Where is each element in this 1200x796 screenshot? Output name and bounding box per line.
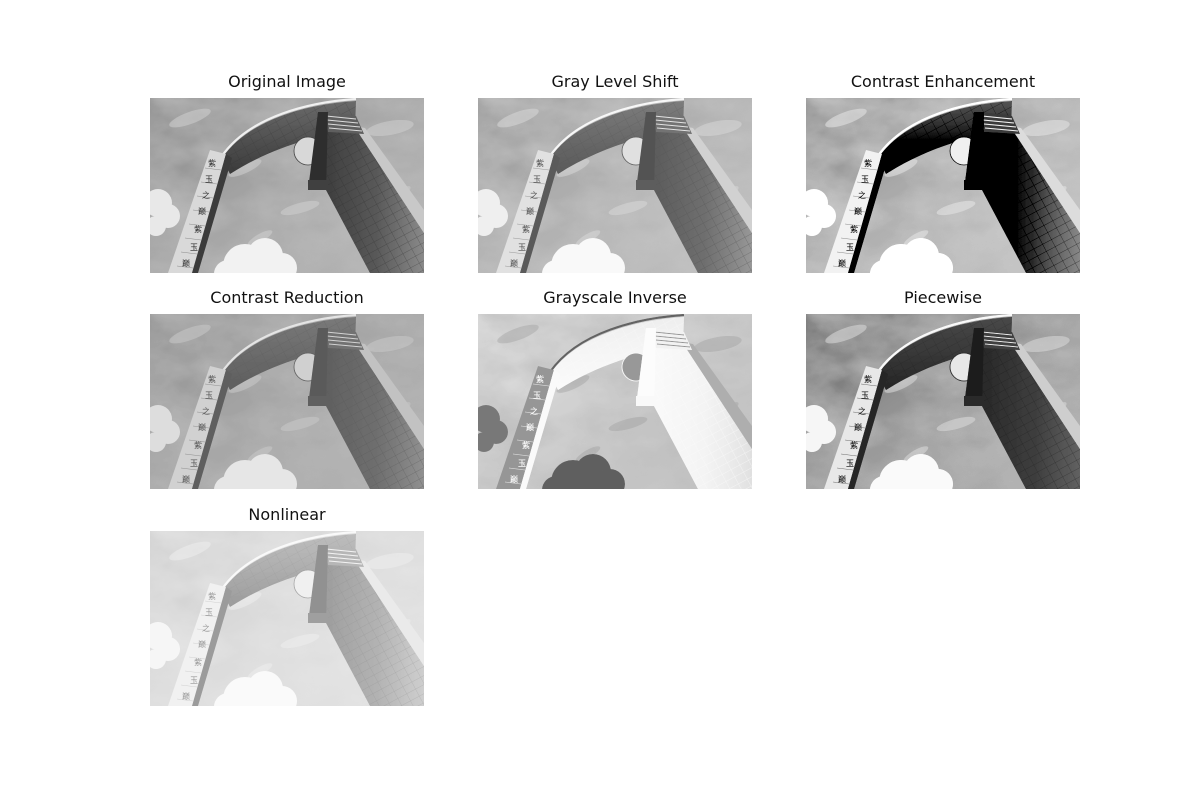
panel-title: Contrast Enhancement: [850, 72, 1036, 91]
panel-title: Nonlinear: [248, 505, 326, 524]
panel-title: Piecewise: [904, 288, 982, 307]
panel-title: Original Image: [228, 72, 346, 91]
building-arch-photo-original: [150, 98, 424, 273]
building-arch-photo-reduced: [150, 314, 424, 489]
panel-title: Gray Level Shift: [551, 72, 679, 91]
building-arch-photo-nonlinear: [150, 531, 424, 706]
building-arch-photo-enhanced: [806, 98, 1080, 273]
building-arch-photo-piecewise: [806, 314, 1080, 489]
panel-title: Grayscale Inverse: [543, 288, 687, 307]
building-arch-photo-inverse: [478, 314, 752, 489]
building-arch-photo-shifted: [478, 98, 752, 273]
panel-title: Contrast Reduction: [210, 288, 364, 307]
